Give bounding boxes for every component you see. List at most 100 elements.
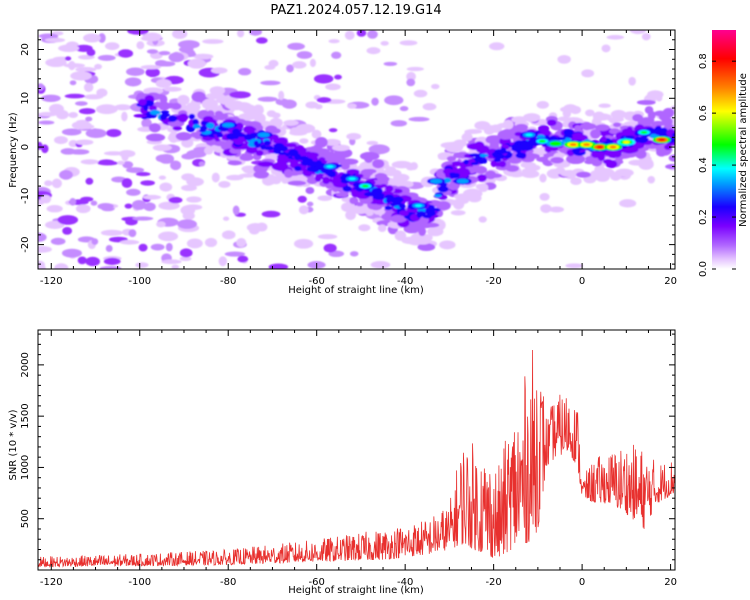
spectrogram-ridge-cell: [653, 128, 665, 136]
spectrogram-speckle: [121, 178, 133, 188]
spectrogram-speckle: [619, 199, 637, 208]
spectrogram-speckle: [83, 82, 94, 93]
spectrogram-ridge-cell: [263, 146, 274, 151]
spectrogram-speckle: [83, 33, 101, 43]
spectrogram-speckle: [56, 109, 69, 120]
colorbar-gradient: [712, 30, 736, 269]
spectrogram-speckle: [106, 128, 122, 138]
spectrogram-speckle: [90, 200, 98, 206]
spectrogram-speckle: [62, 226, 73, 235]
spectrogram-speckle: [98, 33, 106, 43]
spectrogram-ridge-cell: [560, 169, 580, 178]
spectrogram-ridge-cell: [537, 124, 550, 133]
spectrogram-ridge-cell: [600, 136, 607, 142]
spectrogram-panel: -120 -100 -80 -60 -40 -20 0 20 20 10 0 -10 -20 Heigh…: [8, 29, 677, 296]
spectrogram-speckle: [549, 206, 565, 213]
spectrogram-speckle: [406, 164, 416, 171]
spectrogram-xtick-label: -40: [397, 276, 413, 287]
spectrogram-ridge-cell: [351, 204, 369, 215]
spectrogram-speckle: [38, 83, 45, 92]
spectrogram-speckle: [97, 54, 116, 61]
spectrogram-peak-core: [622, 140, 630, 144]
snr-ytick-label: 1000: [20, 455, 31, 480]
spectrogram-ridge-cell: [398, 203, 406, 209]
spectrogram-ridge-cell: [327, 169, 333, 174]
spectrogram-ytick-label: 20: [20, 43, 31, 56]
spectrogram-speckle: [126, 67, 145, 77]
spectrogram-ridge-cell: [323, 138, 341, 146]
spectrogram-ridge-cell: [303, 158, 313, 164]
spectrogram-speckle: [38, 232, 47, 242]
spectrogram-ridge-cell: [168, 115, 178, 122]
spectrogram-speckle: [131, 199, 147, 210]
spectrogram-speckle: [536, 100, 549, 109]
colorbar-tick-label: 0.8: [698, 53, 709, 69]
spectrogram-speckle: [478, 216, 487, 223]
spectrogram-speckle: [570, 177, 582, 185]
spectrogram-speckle: [46, 205, 63, 213]
spectrogram-speckle: [292, 61, 307, 69]
spectrogram-ridge-cell: [148, 105, 158, 112]
spectrogram-ridge-cell: [493, 158, 502, 163]
spectrogram-ridge-cell: [372, 194, 379, 199]
spectrogram-speckle: [156, 221, 166, 228]
spectrogram-ridge-cell: [253, 140, 259, 147]
spectrogram-speckle: [158, 51, 171, 56]
spectrogram-speckle: [125, 218, 138, 226]
spectrogram-speckle: [41, 94, 61, 102]
spectrogram-speckle: [124, 77, 142, 87]
spectrogram-speckle: [114, 104, 132, 111]
spectrogram-peak-core: [658, 138, 666, 142]
spectrogram-speckle: [119, 239, 140, 245]
spectrogram-speckle: [628, 76, 636, 86]
spectrogram-speckle: [347, 103, 357, 109]
spectrogram-speckle: [641, 33, 651, 41]
spectrogram-ridge-cell: [327, 151, 336, 161]
spectrogram-speckle: [38, 112, 58, 117]
spectrogram-speckle: [85, 116, 93, 122]
spectrogram-speckle: [202, 39, 224, 44]
spectrogram-speckle: [309, 58, 316, 68]
spectrogram-speckle: [226, 174, 244, 181]
spectrogram-speckle: [105, 244, 113, 252]
spectrogram-speckle: [256, 222, 268, 232]
spectrogram-speckle: [260, 80, 281, 86]
spectrogram-peak-core: [552, 142, 560, 146]
spectrogram-ridge-cell: [154, 93, 165, 100]
spectrogram-speckle: [38, 245, 52, 253]
spectrogram-ridge-cell: [377, 224, 387, 233]
snr-xlabel: Height of straight line (km): [288, 585, 424, 596]
spectrogram-xtick-label: -20: [485, 276, 501, 287]
spectrogram-ridge-cell: [451, 160, 462, 167]
spectrogram-speckle: [158, 231, 179, 242]
spectrogram-ridge-cell: [671, 132, 675, 138]
spectrogram-speckle: [64, 56, 72, 61]
spectrogram-ridge-cell: [497, 154, 504, 159]
spectrogram-ridge-cell: [283, 169, 294, 178]
spectrogram-ridge-cell: [399, 180, 414, 188]
spectrogram-speckle: [598, 103, 611, 108]
spectrogram-speckle: [126, 167, 145, 173]
spectrogram-ridge-cell: [170, 102, 182, 110]
spectrogram-ridge-cell: [199, 129, 207, 133]
spectrogram-speckle: [124, 203, 133, 209]
spectrogram-ridge-cell: [263, 140, 271, 146]
spectrogram-speckle: [165, 242, 173, 252]
spectrogram-ridge-cell: [635, 149, 647, 159]
spectrogram-speckle: [237, 30, 245, 38]
spectrogram-speckle: [356, 30, 367, 37]
spectrogram-speckle: [367, 30, 378, 39]
spectrogram-ridge-cell: [241, 165, 258, 173]
spectrogram-speckle: [38, 260, 46, 269]
spectrogram-ytick-label: 0: [20, 144, 31, 150]
spectrogram-speckle: [135, 172, 151, 177]
spectrogram-ridge-cell: [216, 132, 224, 138]
spectrogram-speckle: [236, 238, 247, 248]
spectrogram-peak-core: [348, 177, 356, 181]
spectrogram-speckle: [238, 67, 252, 76]
spectrogram-ylabel: Frequency (Hz): [8, 112, 19, 188]
spectrogram-speckle: [422, 103, 437, 111]
spectrogram-speckle: [406, 66, 424, 72]
spectrogram-ytick-label: -20: [20, 236, 31, 252]
spectrogram-speckle: [91, 238, 99, 245]
